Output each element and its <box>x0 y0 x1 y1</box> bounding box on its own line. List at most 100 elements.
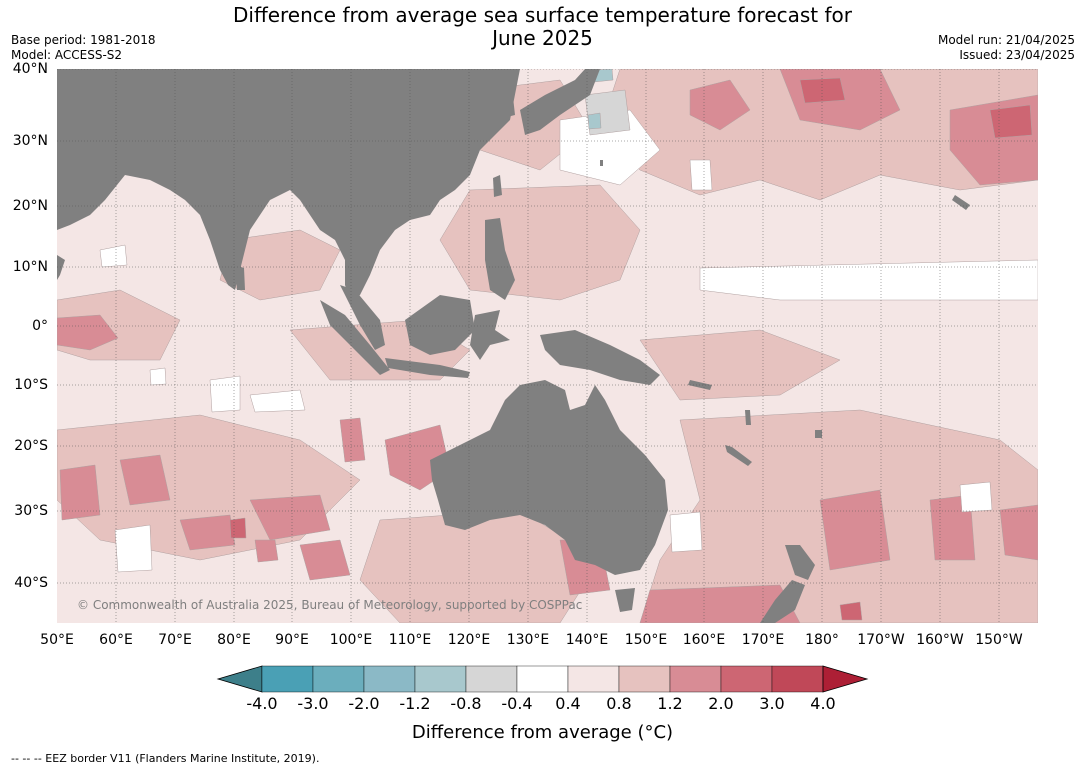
model-run: Model run: 21/04/2025 <box>937 33 1075 47</box>
anomaly-zone <box>254 539 279 563</box>
anomaly-zone <box>249 389 306 413</box>
land-new-guinea <box>540 330 660 385</box>
land-korea <box>500 88 515 118</box>
colorbar-segment <box>567 665 620 693</box>
anomaly-zone <box>799 77 846 104</box>
copyright-notice: © Commonwealth of Australia 2025, Bureau… <box>77 598 583 612</box>
colorbar-segment <box>261 665 314 693</box>
colorbar-tick: -2.0 <box>348 694 380 713</box>
land-africa-horn <box>57 255 65 280</box>
lon-label: 70°E <box>158 632 192 648</box>
anomaly-zone <box>959 481 993 513</box>
lat-label: 20°N <box>12 198 48 214</box>
lon-label: 100°E <box>329 632 373 648</box>
lat-label: 10°N <box>12 259 48 275</box>
land-hawaii <box>952 195 970 210</box>
land-new-zealand-north <box>785 545 815 580</box>
anomaly-zone <box>587 112 602 130</box>
land-solomon <box>688 380 712 390</box>
land-borneo <box>405 295 475 355</box>
lon-label: 160°W <box>916 632 964 648</box>
lon-label: 160°E <box>682 632 726 648</box>
anomaly-zone <box>119 454 171 506</box>
anomaly-zone <box>689 79 751 131</box>
colorbar-tick: 4.0 <box>810 694 836 713</box>
anomaly-zone <box>819 489 891 571</box>
lon-label: 140°E <box>565 632 609 648</box>
lon-label: 180° <box>805 632 839 648</box>
land-sri-lanka <box>235 265 245 290</box>
title-line-2: June 2025 <box>492 26 593 50</box>
anomaly-zone <box>219 229 341 301</box>
land-new-zealand-south <box>760 580 805 623</box>
anomaly-zone <box>669 511 703 553</box>
anomaly-zone <box>249 494 331 541</box>
lat-label: 30°N <box>12 133 48 149</box>
anomaly-zone <box>999 504 1038 561</box>
colorbar-segment <box>669 665 722 693</box>
colorbar-tick: 3.0 <box>759 694 785 713</box>
eez-footnote: -- -- -- EEZ border V11 (Flanders Marine… <box>11 752 320 765</box>
land-mariana <box>600 160 603 166</box>
land-australia <box>430 380 668 575</box>
lat-label: 0° <box>32 318 48 334</box>
anomaly-zone <box>339 417 366 463</box>
colorbar-segment <box>465 665 518 693</box>
land-taiwan <box>493 175 502 197</box>
colorbar-tick: 0.8 <box>606 694 632 713</box>
chart-title: Difference from average sea surface temp… <box>0 4 1085 50</box>
lat-label: 20°S <box>14 438 48 454</box>
lon-label: 150°E <box>624 632 668 648</box>
colorbar-segment <box>516 665 569 693</box>
colorbar-segment <box>312 665 365 693</box>
lat-label: 10°S <box>14 377 48 393</box>
colorbar-segments <box>216 665 869 693</box>
colorbar-extend-low <box>216 665 263 693</box>
land-malay <box>340 285 385 350</box>
colorbar-label: Difference from average (°C) <box>411 722 674 743</box>
land-fiji <box>815 430 822 438</box>
model-name: Model: ACCESS-S2 <box>11 48 123 62</box>
land-new-caledonia <box>725 445 752 466</box>
lat-label: 40°S <box>14 575 48 591</box>
colorbar-segment <box>720 665 773 693</box>
anomaly-zone <box>209 375 241 413</box>
land-japan <box>520 69 600 135</box>
land-sulawesi <box>470 310 510 360</box>
colorbar-tick: 0.4 <box>555 694 581 713</box>
anomaly-zone <box>689 159 713 191</box>
land-arabia <box>57 165 100 220</box>
colorbar-tick: -0.8 <box>450 694 482 713</box>
anomaly-zone <box>989 104 1033 139</box>
anomaly-zone <box>57 314 119 351</box>
colorbar-tick: -3.0 <box>297 694 329 713</box>
lon-label: 90°E <box>275 632 309 648</box>
lon-label: 120°E <box>447 632 491 648</box>
colorbar-segment <box>618 665 671 693</box>
title-line-1: Difference from average sea surface temp… <box>232 3 852 27</box>
issued-date: Issued: 23/04/2025 <box>959 48 1075 62</box>
anomaly-zone <box>639 584 801 623</box>
land-masses <box>57 69 970 623</box>
lon-label: 150°W <box>975 632 1023 648</box>
land-asia <box>57 69 520 300</box>
land-java <box>385 358 470 378</box>
colorbar-extend-high <box>822 665 869 693</box>
lon-label: 60°E <box>99 632 133 648</box>
colorbar-tick: 2.0 <box>708 694 734 713</box>
land-tasmania <box>615 588 635 612</box>
anomaly-zone <box>149 367 167 386</box>
anomaly-zone <box>839 601 863 621</box>
lat-label: 30°S <box>14 503 48 519</box>
land-philippines <box>485 218 515 300</box>
lon-label: 170°W <box>857 632 905 648</box>
lon-label: 170°E <box>741 632 785 648</box>
meta-right: Model run: 21/04/2025 Issued: 23/04/2025 <box>938 33 1075 63</box>
anomaly-zone <box>179 514 236 551</box>
colorbar-tick: 1.2 <box>657 694 683 713</box>
lon-label: 80°E <box>217 632 251 648</box>
colorbar-tick: -0.4 <box>501 694 533 713</box>
graticule <box>57 69 1038 623</box>
